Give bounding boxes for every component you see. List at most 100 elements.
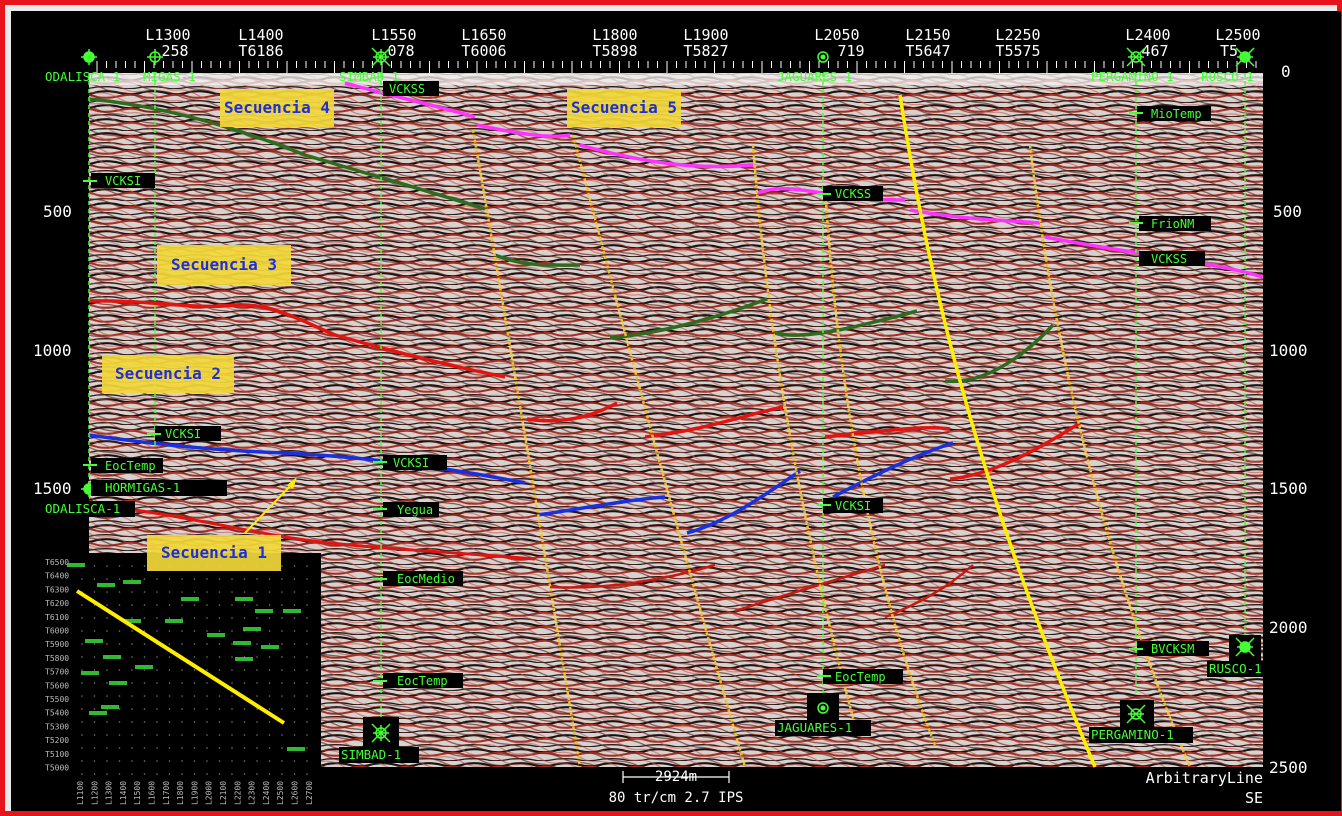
top-well-symbols [81, 47, 1255, 67]
marker-miotemp: MioTemp [1129, 106, 1211, 121]
inset-y-labels: T6500 T6400 T6300 T6200 T6100 T6000 T5900 T5800… [45, 558, 69, 773]
inset-well-cluster [109, 681, 127, 685]
svg-text:Yegua: Yegua [397, 503, 433, 517]
svg-text:EocMedio: EocMedio [397, 572, 455, 586]
inset-well-cluster [207, 633, 225, 637]
axis-right-2000: 2000 [1269, 618, 1308, 637]
horizon-blue-4 [832, 441, 954, 499]
time-axis-left: 500 1000 1500 [33, 202, 72, 498]
inset-y-label: T5900 [45, 640, 69, 649]
inset-well-cluster [123, 580, 141, 584]
inset-x-label: L2100 [219, 781, 228, 805]
inset-y-label: T6300 [45, 585, 69, 594]
inset-well-cluster [261, 645, 279, 649]
inset-well-cluster [85, 639, 103, 643]
svg-text:Secuencia 2: Secuencia 2 [115, 364, 221, 383]
horizon-magenta-2 [476, 123, 571, 139]
svg-text:Secuencia 5: Secuencia 5 [571, 98, 677, 117]
inset-map: T6500 T6400 T6300 T6200 T6100 T6000 T5900 T5800… [43, 553, 321, 805]
bottom-well-symbols [81, 481, 1261, 749]
inset-well-cluster [81, 671, 99, 675]
time-axis-right: 0 500 1000 1500 2000 2500 [1269, 62, 1308, 777]
svg-text:EocTemp: EocTemp [105, 459, 156, 473]
horizon-red-6 [88, 503, 536, 561]
well-name-simbad-top: SIMBAD-1 [339, 69, 399, 84]
line-label-10: L2400 [1125, 26, 1170, 44]
line-label-11: L2500 [1215, 26, 1260, 44]
well-symbol-hormigas-icon [147, 49, 163, 65]
inset-x-label: L2500 [276, 781, 285, 805]
inset-well-cluster [181, 597, 199, 601]
trace-label-11: T5 [1220, 42, 1238, 60]
well-symbol-simbad-icon [371, 47, 391, 67]
well-name-pergamino-top: PERGAMINO-1 [1091, 69, 1174, 84]
marker-vckss-pergamino: VCKSS [1139, 251, 1205, 266]
svg-text:Secuencia 3: Secuencia 3 [171, 255, 277, 274]
horizon-magenta-1 [344, 81, 476, 119]
horizon-green-mid [494, 253, 581, 267]
sequence-4-label: Secuencia 4 [220, 89, 334, 127]
inset-x-label: L1700 [162, 781, 171, 805]
line-type-label: ArbitraryLine [1146, 769, 1263, 787]
line-label-1: L1300 [145, 26, 190, 44]
inset-x-label: L1800 [176, 781, 185, 805]
inset-x-label: L1100 [76, 781, 85, 805]
horizon-red-9 [884, 564, 974, 619]
inset-y-label: T6500 [45, 558, 69, 567]
inset-y-label: T5400 [45, 709, 69, 718]
inset-x-labels: L1100 L1200 L1300 L1400 L1500 L1600 L1700 L1800… [76, 781, 314, 805]
trace-label-3: 078 [387, 42, 414, 60]
well-name-odalisca-bottom: ODALISCA-1 [45, 501, 120, 516]
marker-bvcksm: BVCKSM [1129, 641, 1209, 656]
trace-label-9: T5575 [995, 42, 1040, 60]
well-symbol-jaguares-bottom-icon [817, 702, 829, 714]
axis-left-1500: 1500 [33, 479, 72, 498]
trace-label-6: T5827 [683, 42, 728, 60]
marker-vcksi-simbad: VCKSI [373, 455, 447, 470]
svg-text:FrioNM: FrioNM [1151, 217, 1194, 231]
well-symbol-pergamino-bottom-icon [1126, 704, 1146, 724]
fault-6 [1028, 144, 1192, 768]
svg-text:VCKSI: VCKSI [105, 174, 141, 188]
inset-y-label: T6100 [45, 613, 69, 622]
well-name-jaguares-bottom: JAGUARES-1 [777, 720, 852, 735]
inset-x-label: L2200 [233, 781, 242, 805]
inset-y-label: T5500 [45, 695, 69, 704]
horizon-blue-1 [88, 433, 526, 485]
inset-y-label: T5100 [45, 750, 69, 759]
line-label-3: L1550 [371, 26, 416, 44]
line-label-6: L1900 [683, 26, 728, 44]
trace-label-8: T5647 [905, 42, 950, 60]
horizon-blue-3 [686, 469, 801, 535]
inset-well-cluster [67, 563, 85, 567]
svg-text:EocTemp: EocTemp [835, 670, 886, 684]
horizon-green-right [609, 297, 768, 340]
marker-vcksi-jaguares: VCKSI [817, 498, 883, 513]
inset-well-cluster [255, 609, 273, 613]
scale-bar-label: 2924m [655, 769, 697, 785]
inset-x-label: L1600 [148, 781, 157, 805]
inset-well-cluster [89, 711, 107, 715]
well-name-hormigas-bottom: HORMIGAS-1 [105, 480, 180, 495]
well-name-rusco-bottom: RUSCO-1 [1209, 661, 1262, 676]
well-name-rusco-top: RUSCO-1 [1201, 69, 1254, 84]
svg-text:VCKSI: VCKSI [165, 427, 201, 441]
marker-eoctemp-jaguares: EocTemp [817, 669, 903, 684]
marker-eocmedio: EocMedio [373, 571, 463, 586]
sequence-labels: Secuencia 4 Secuencia 5 Secuencia 3 Secu… [102, 89, 681, 571]
inset-x-label: L2700 [305, 781, 314, 805]
marker-vcksi-hormigas: VCKSI [147, 426, 221, 441]
inset-x-label: L2400 [262, 781, 271, 805]
top-line-labels: L1300 258 L1400 T6186 L1550 078 L1650 T6… [145, 26, 1260, 60]
inset-section-line [75, 589, 286, 725]
inset-well-cluster [135, 665, 153, 669]
scale-text: 80 tr/cm 2.7 IPS [609, 790, 744, 806]
svg-text:BVCKSM: BVCKSM [1151, 642, 1194, 656]
line-label-8: L2150 [905, 26, 950, 44]
inset-y-label: T6000 [45, 627, 69, 636]
inset-x-label: L2300 [248, 781, 257, 805]
inset-y-label: T5000 [45, 764, 69, 773]
mute-zone [89, 73, 1263, 85]
svg-text:VCKSS: VCKSS [835, 187, 871, 201]
